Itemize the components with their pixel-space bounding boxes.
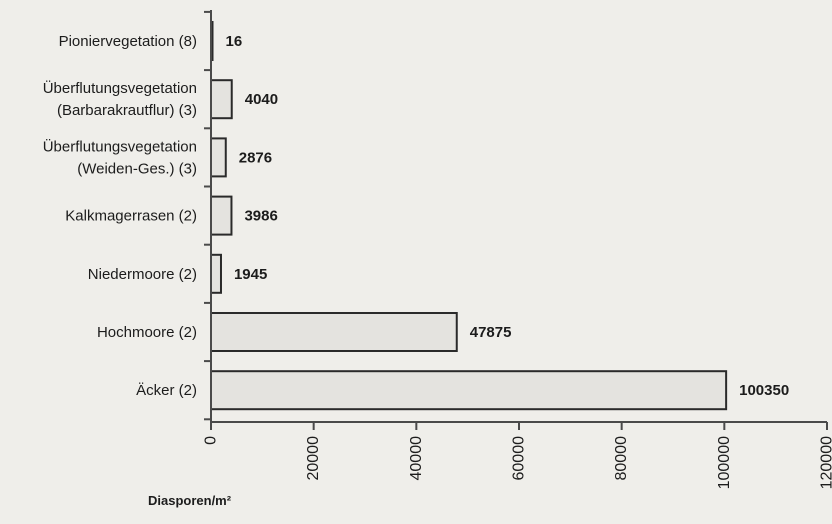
bar-value-label: 4040 (245, 91, 278, 108)
category-label: Überflutungsvegetation (Barbarakrautflur)… (43, 79, 197, 119)
bar (210, 370, 728, 411)
x-tick-label: 40000 (408, 436, 425, 481)
category-label-line: Überflutungsvegetation (43, 79, 197, 97)
category-label: Hochmoore (2) (97, 324, 197, 341)
bar (210, 79, 233, 120)
category-label-line: (Weiden-Ges.) (3) (77, 160, 197, 177)
bar (210, 195, 233, 236)
bar (210, 312, 458, 352)
bar-value-label: 3986 (244, 208, 277, 225)
labels-layer: 16 Pioniervegetation (8) 4040 Überflutungsv… (43, 33, 789, 399)
bar (210, 137, 227, 178)
category-label: Überflutungsvegetation (Weiden-Ges.) (3) (43, 137, 197, 177)
category-label: Niedermoore (2) (88, 266, 197, 283)
x-tick-label: 100000 (716, 436, 733, 489)
category-label-line: (Barbarakrautflur) (3) (57, 102, 197, 119)
x-tick-label: 80000 (613, 436, 630, 481)
category-label-line: Überflutungsvegetation (43, 137, 197, 155)
x-tick-label: 60000 (511, 436, 528, 481)
category-label: Kalkmagerrasen (2) (65, 208, 197, 225)
bar-value-label: 1945 (234, 266, 267, 283)
x-tick-label: 120000 (819, 436, 832, 489)
category-label: Äcker (2) (136, 382, 197, 399)
axes-layer: 0 20000 40000 60000 80000 100000 120000 (203, 10, 832, 489)
bar-value-label: 47875 (470, 324, 512, 341)
bar-value-label: 16 (226, 33, 243, 50)
bars-layer (210, 21, 728, 411)
bar-value-label: 100350 (739, 382, 789, 399)
x-tick-label: 20000 (305, 436, 322, 481)
category-label: Pioniervegetation (8) (59, 33, 197, 50)
bar-value-label: 2876 (239, 149, 272, 166)
bar (210, 253, 222, 294)
x-axis-title: Diasporen/m² (148, 493, 232, 508)
x-tick-label: 0 (203, 436, 220, 445)
